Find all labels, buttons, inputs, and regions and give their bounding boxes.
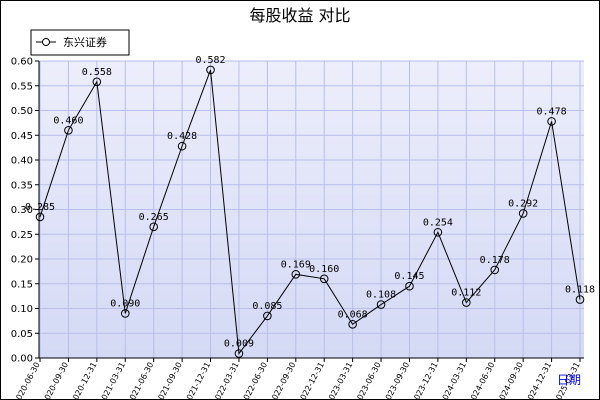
y-tick-label: 0.00: [11, 354, 33, 365]
y-tick-label: 0.05: [11, 329, 33, 340]
data-label: 0.160: [309, 264, 339, 275]
y-tick-label: 0.25: [11, 230, 33, 241]
x-tick-label: 2022-03-31: [211, 361, 241, 400]
data-label: 0.460: [53, 115, 83, 126]
x-tick-label: 2020-12-31: [69, 361, 99, 400]
data-label: 0.145: [394, 271, 424, 282]
data-point-marker: [149, 222, 158, 232]
y-tick-label: 0.50: [11, 106, 33, 117]
data-point-marker: [177, 141, 187, 151]
data-label: 0.265: [139, 212, 169, 223]
x-tick-label: 2020-09-30: [40, 361, 70, 400]
data-label: 0.292: [508, 198, 538, 209]
y-tick-label: 0.30: [11, 205, 33, 216]
x-tick-label: 2022-09-30: [268, 361, 298, 400]
data-label: 0.428: [167, 131, 197, 142]
y-axis-ticks: 0.00 0.05 0.10 0.15 0.20 0.25 0.30 0.35 0.40 0.45…: [11, 57, 39, 365]
data-point-marker: [263, 311, 272, 321]
y-tick-label: 0.15: [11, 279, 33, 290]
x-tick-label: 2021-12-31: [183, 361, 213, 400]
y-tick-label: 0.35: [11, 180, 33, 191]
data-label: 0.108: [366, 290, 396, 301]
x-tick-label: 2021-03-31: [97, 361, 127, 400]
x-tick-label: 2021-06-30: [126, 361, 156, 400]
y-tick-label: 0.20: [11, 255, 33, 266]
legend: 东兴证券: [30, 29, 130, 56]
data-label: 0.178: [480, 255, 510, 266]
y-tick-label: 0.60: [11, 57, 33, 68]
data-label: 0.254: [423, 217, 453, 228]
data-label: 0.558: [82, 67, 112, 78]
series-line: [39, 69, 581, 355]
legend-marker-icon: [42, 38, 50, 46]
data-label: 0.118: [565, 285, 595, 296]
data-label: 0.085: [252, 301, 282, 312]
x-tick-label: 2024-12-31: [524, 361, 554, 400]
data-point-marker: [405, 281, 414, 291]
series-line-path: [39, 69, 581, 355]
x-tick-label: 2022-12-31: [296, 361, 326, 400]
legend-label: 东兴证券: [63, 35, 107, 49]
x-tick-label: 2024-03-31: [438, 361, 468, 400]
x-tick-label: 2023-12-31: [410, 361, 440, 400]
x-tick-label: 2023-03-31: [325, 361, 355, 400]
y-tick-label: 0.45: [11, 131, 33, 142]
data-point-marker: [490, 265, 500, 275]
data-label: 0.009: [224, 339, 254, 350]
x-tick-label: 2021-09-30: [154, 361, 184, 400]
data-point-marker: [433, 227, 443, 237]
x-tick-label: 2020-06-30: [12, 361, 42, 400]
data-point-marker: [462, 298, 471, 307]
data-point-marker: [348, 320, 357, 329]
data-label: 0.582: [195, 55, 225, 66]
data-point-marker: [92, 77, 102, 87]
data-point-marker: [234, 349, 244, 358]
data-point-marker: [575, 295, 585, 304]
chart-title: 每股收益 对比: [249, 6, 350, 25]
x-tick-label: 2023-09-30: [381, 361, 411, 400]
data-point-marker: [64, 126, 73, 135]
y-tick-label: 0.40: [11, 156, 33, 167]
data-point-marker: [518, 209, 528, 218]
data-label: 0.068: [338, 309, 368, 320]
x-axis-title: 日期: [557, 373, 581, 387]
x-tick-label: 2023-06-30: [353, 361, 383, 400]
y-tick-label: 0.10: [11, 304, 33, 315]
data-points: [35, 65, 585, 358]
x-tick-label: 2024-09-30: [495, 361, 525, 400]
x-tick-label: 2024-06-30: [467, 361, 497, 400]
data-label: 0.090: [110, 298, 140, 309]
data-labels: 0.285 0.460 0.558 0.090 0.265 0.428 0.582 0.009…: [25, 55, 595, 350]
x-tick-label: 2022-06-30: [239, 361, 269, 400]
data-label: 0.169: [281, 259, 311, 270]
data-point-marker: [547, 117, 556, 126]
data-point-marker: [376, 300, 386, 309]
data-label: 0.112: [451, 288, 481, 299]
data-point-marker: [319, 274, 329, 284]
data-label: 0.285: [25, 202, 55, 213]
y-tick-label: 0.55: [11, 81, 33, 92]
data-label: 0.478: [537, 106, 567, 117]
data-point-marker: [291, 270, 301, 279]
x-axis-ticks: 2020-06-302020-09-302020-12-312021-03-31…: [12, 358, 582, 400]
data-point-marker: [120, 309, 130, 318]
data-point-marker: [35, 212, 45, 222]
data-point-marker: [206, 65, 215, 75]
